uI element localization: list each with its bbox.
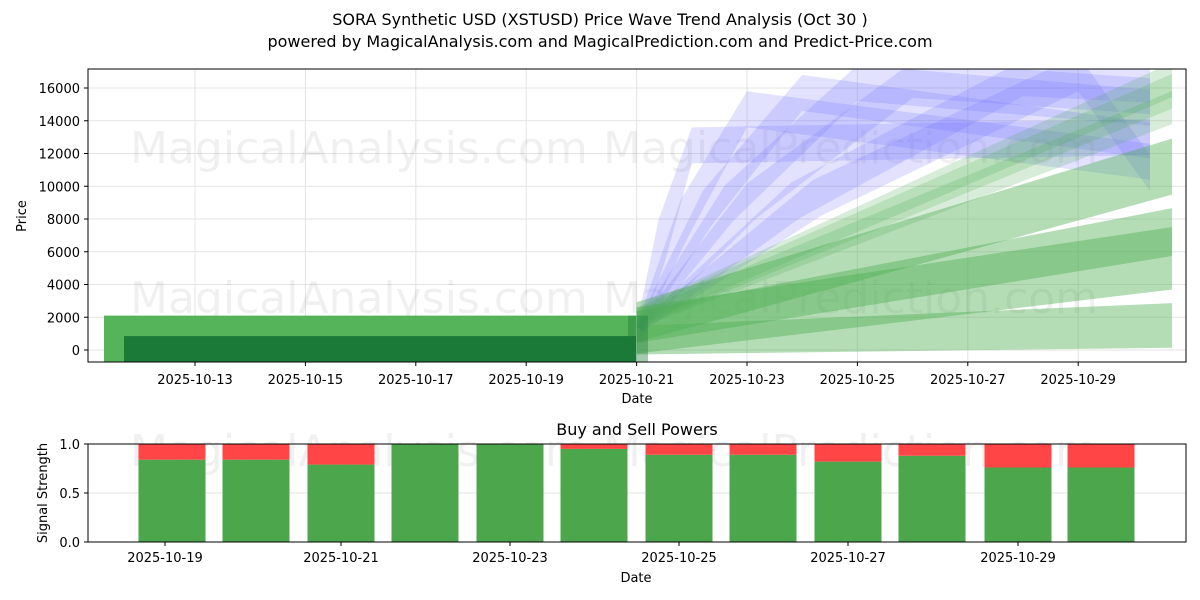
buy-sell-bars: [138, 444, 1135, 542]
buy-bar: [898, 455, 966, 542]
y-tick-label: 2000: [47, 311, 80, 326]
price-y-axis-label: Price: [15, 200, 30, 232]
forecast-wave-blue: [636, 69, 1150, 332]
x-tick-label: 2025-10-13: [157, 373, 233, 388]
buy-bar: [307, 464, 375, 542]
y-tick-label: 12000: [39, 148, 80, 163]
forecast-wave-green: [636, 227, 1172, 354]
signal-x-axis-label: Date: [620, 571, 651, 586]
forecast-wave-blue: [636, 69, 1150, 332]
signal-y-tick-label: 0.0: [59, 536, 80, 551]
buy-bar: [984, 467, 1052, 542]
watermarks-top: MagicalAnalysis.com MagicalPrediction.com…: [130, 123, 1098, 324]
sell-bar: [222, 444, 290, 460]
price-axis-ticks: 2025-10-13 2025-10-15 2025-10-17 2025-10-19…: [39, 82, 1116, 388]
forecast-wave-green: [636, 69, 1172, 327]
sell-bar: [814, 444, 882, 462]
forecast-wave-green: [636, 208, 1172, 343]
chart-title: SORA Synthetic USD (XSTUSD) Price Wave T…: [332, 10, 868, 29]
sell-bar: [984, 444, 1052, 468]
buy-bar: [138, 459, 206, 542]
signal-x-tick-label: 2025-10-27: [810, 551, 886, 566]
forecast-wave-blue: [636, 119, 1150, 332]
y-tick-label: 6000: [47, 246, 80, 261]
y-tick-label: 8000: [47, 213, 80, 228]
history-band-inner: [124, 336, 636, 362]
y-tick-label: 16000: [39, 82, 80, 97]
signal-x-tick-label: 2025-10-25: [641, 551, 717, 566]
sell-bar: [560, 444, 628, 449]
signal-x-tick-label: 2025-10-21: [303, 551, 379, 566]
watermark-text: MagicalPrediction.com: [603, 273, 1098, 324]
forecast-wave-blue: [636, 69, 1150, 332]
sell-bar: [138, 444, 206, 460]
x-tick-label: 2025-10-17: [378, 373, 454, 388]
signal-axis-ticks: 0.0 0.5 1.0 2025-10-19 2025-10-21 2025-10-23 2…: [59, 438, 1055, 566]
x-tick-label: 2025-10-23: [709, 373, 785, 388]
x-tick-label: 2025-10-21: [599, 373, 675, 388]
sell-bar: [307, 444, 375, 465]
x-tick-label: 2025-10-27: [930, 373, 1006, 388]
forecast-wave-blue: [636, 91, 1150, 332]
buy-bar: [729, 454, 797, 542]
forecast-wave-green: [636, 138, 1172, 343]
forecast-wave-blue: [636, 69, 1150, 332]
chart-subtitle: powered by MagicalAnalysis.com and Magic…: [267, 32, 933, 51]
x-tick-label: 2025-10-25: [820, 373, 896, 388]
sell-bar: [645, 444, 713, 455]
signal-y-tick-label: 1.0: [59, 438, 80, 453]
y-tick-label: 14000: [39, 115, 80, 130]
signal-y-tick-label: 0.5: [59, 487, 80, 502]
buy-bar: [476, 444, 544, 542]
buy-bar: [560, 448, 628, 542]
buy-bar: [391, 444, 459, 542]
y-tick-label: 0: [72, 344, 80, 359]
signal-x-tick-label: 2025-10-23: [472, 551, 548, 566]
sell-bar: [898, 444, 966, 456]
x-tick-label: 2025-10-29: [1040, 373, 1116, 388]
x-tick-label: 2025-10-19: [488, 373, 564, 388]
y-tick-label: 4000: [47, 279, 80, 294]
buy-sell-title: Buy and Sell Powers: [556, 420, 718, 439]
signal-x-tick-label: 2025-10-19: [127, 551, 203, 566]
buy-bar: [645, 454, 713, 542]
forecast-wave-green: [636, 303, 1172, 355]
signal-y-axis-label: Signal Strength: [36, 443, 51, 543]
x-tick-label: 2025-10-15: [268, 373, 344, 388]
watermark-text: MagicalPrediction.com: [603, 123, 1098, 174]
watermark-text: MagicalAnalysis.com: [130, 273, 588, 324]
price-wave-plot: [104, 69, 1172, 362]
forecast-wave-blue: [636, 74, 1150, 332]
price-x-axis-label: Date: [621, 392, 652, 407]
sell-bar: [729, 444, 797, 455]
buy-bar: [814, 461, 882, 542]
buy-bar: [1067, 467, 1135, 542]
forecast-wave-green: [636, 73, 1172, 329]
y-tick-label: 10000: [39, 180, 80, 195]
buy-bar: [222, 459, 290, 542]
signal-x-tick-label: 2025-10-29: [980, 551, 1056, 566]
forecast-wave-green: [636, 91, 1172, 330]
watermark-text: MagicalAnalysis.com: [130, 123, 588, 174]
sell-bar: [1067, 444, 1135, 468]
